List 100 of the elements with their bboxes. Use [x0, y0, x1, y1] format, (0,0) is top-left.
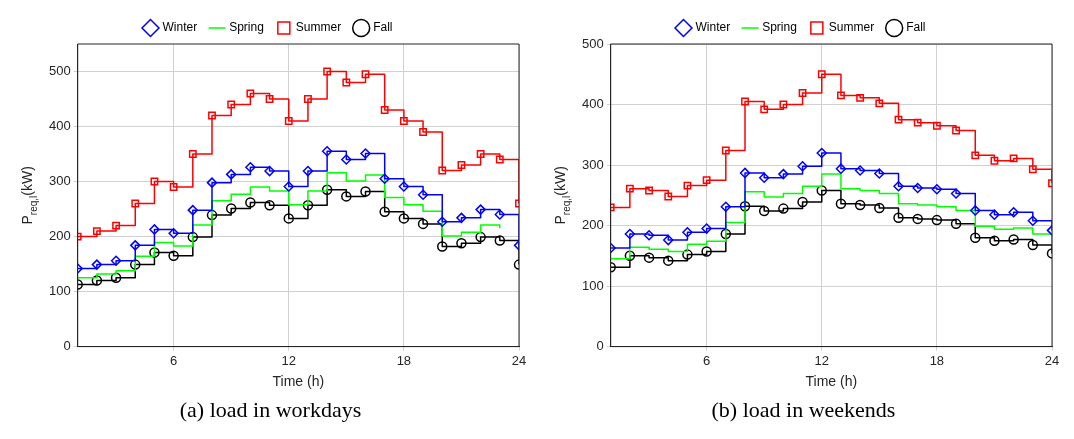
y-axis-title: Preq,l(kW) [18, 166, 39, 225]
point [225, 169, 237, 180]
text: (a) load in workdays [179, 397, 362, 423]
point [720, 228, 732, 240]
y-tick-label: 0 [63, 338, 71, 354]
point [643, 252, 655, 263]
x-tick-label: 18 [396, 352, 412, 368]
point [206, 209, 218, 221]
point [379, 206, 390, 218]
point [187, 204, 199, 216]
point [110, 272, 122, 284]
point [931, 214, 943, 226]
point [778, 203, 789, 214]
point [912, 182, 923, 194]
point [1028, 165, 1037, 174]
point [284, 117, 293, 125]
point [624, 228, 636, 240]
point [797, 196, 808, 208]
point [168, 228, 179, 239]
y-tick-label: 300 [48, 173, 71, 189]
x-tick-label: 12 [281, 352, 296, 368]
point [304, 95, 312, 103]
point [701, 246, 712, 257]
point [130, 240, 141, 251]
point [1027, 239, 1039, 251]
point [663, 234, 674, 246]
point [245, 161, 256, 173]
legend-label: Summer [828, 20, 875, 35]
point [720, 201, 732, 213]
y-tick-label: 500 [581, 35, 604, 51]
point [875, 99, 884, 108]
y-tick-label: 200 [48, 228, 71, 244]
point [150, 177, 159, 186]
point [989, 209, 1000, 220]
point [624, 250, 636, 262]
x-tick-label: 6 [703, 352, 711, 368]
point [91, 259, 103, 270]
y-tick-label: 0 [596, 338, 604, 354]
point [854, 165, 866, 176]
point [264, 165, 275, 177]
point [931, 184, 943, 195]
y-tick-label: 200 [581, 217, 604, 233]
y-tick-label: 500 [48, 63, 71, 79]
y-tick-label: 100 [581, 277, 604, 293]
x-tick-label: 6 [170, 352, 178, 368]
point [1008, 207, 1019, 218]
point [893, 212, 904, 223]
point [643, 229, 655, 241]
point [1008, 234, 1019, 245]
legend-label: Fall [906, 20, 926, 35]
point [758, 172, 770, 183]
x-tick-label: 12 [814, 352, 829, 368]
point [110, 255, 122, 267]
point [645, 186, 653, 195]
point [798, 89, 807, 97]
point [816, 185, 827, 196]
point [360, 148, 371, 159]
y-tick-label: 400 [48, 118, 71, 134]
point [721, 146, 730, 155]
x-tick-label: 18 [929, 352, 945, 368]
x-axis-title: Time (h) [805, 373, 858, 390]
point [701, 223, 712, 234]
point [302, 165, 314, 177]
legend-label: Winter [695, 20, 731, 35]
point [817, 70, 826, 79]
point [682, 226, 693, 238]
y-axis-title: Preq,l(kW) [551, 166, 572, 225]
point [379, 173, 390, 185]
point [323, 67, 332, 76]
point [837, 91, 845, 100]
point [476, 150, 485, 158]
point [245, 197, 256, 208]
point [246, 89, 255, 98]
point [131, 199, 140, 208]
point [625, 184, 634, 193]
point [419, 128, 427, 136]
legend-label: Summer [295, 20, 342, 35]
x-tick-label: 24 [1044, 352, 1060, 368]
point [874, 168, 885, 179]
point [437, 241, 448, 252]
point [816, 147, 827, 159]
point [912, 213, 923, 225]
point [952, 126, 960, 135]
point [663, 255, 674, 266]
x-axis-title: Time (h) [272, 373, 325, 390]
point [456, 212, 467, 224]
point [398, 213, 410, 224]
point [360, 186, 371, 197]
point [760, 105, 769, 114]
point [971, 151, 980, 160]
point [758, 205, 770, 217]
point [361, 70, 370, 79]
point [227, 100, 236, 109]
point [739, 167, 751, 179]
point [893, 180, 904, 192]
point [682, 249, 693, 260]
point [856, 93, 865, 102]
point [835, 198, 847, 210]
point [264, 199, 275, 211]
point [302, 199, 314, 211]
